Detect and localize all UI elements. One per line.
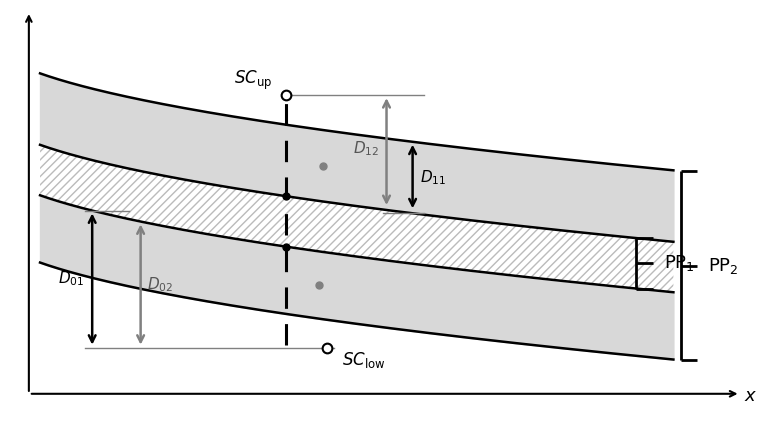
Text: PP$_1$: PP$_1$ — [664, 253, 695, 273]
Text: $D_{02}$: $D_{02}$ — [147, 275, 173, 294]
Text: PP$_2$: PP$_2$ — [708, 256, 739, 276]
Text: $D_{12}$: $D_{12}$ — [353, 139, 379, 158]
Text: $D_{01}$: $D_{01}$ — [59, 270, 84, 288]
Text: $SC_{\rm up}$: $SC_{\rm up}$ — [234, 69, 272, 92]
Text: $SC_{\rm low}$: $SC_{\rm low}$ — [342, 350, 385, 370]
Text: $D_{11}$: $D_{11}$ — [420, 168, 446, 187]
Text: $x$: $x$ — [744, 387, 757, 405]
